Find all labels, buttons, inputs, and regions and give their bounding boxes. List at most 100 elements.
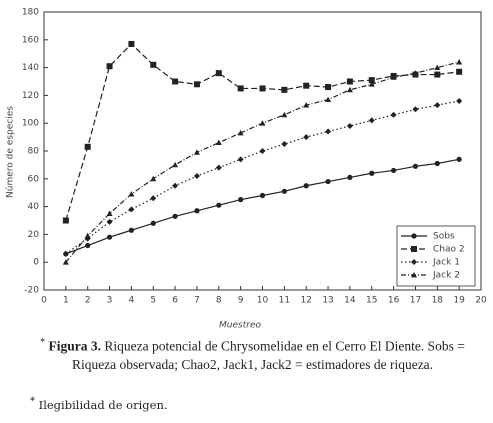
data-point	[128, 227, 134, 233]
data-point	[62, 259, 69, 265]
data-point	[434, 102, 441, 109]
y-tick-label: 140	[22, 63, 39, 73]
data-point	[259, 148, 266, 154]
legend-label: Jack 2	[432, 271, 460, 281]
data-point	[172, 182, 179, 189]
legend-label: Sobs	[433, 232, 455, 242]
data-point	[368, 81, 375, 87]
x-tick-label: 1	[63, 296, 69, 306]
x-tick-label: 10	[257, 296, 269, 306]
x-tick-label: 7	[194, 296, 200, 306]
footnote-text: Ilegibilidad de origen.	[38, 397, 168, 412]
data-point	[281, 111, 288, 118]
x-tick-label: 8	[216, 296, 222, 306]
x-tick-label: 17	[410, 296, 421, 306]
caption: * Figura 3. Riqueza potencial de Chrysom…	[30, 334, 475, 374]
data-point	[106, 210, 113, 216]
data-point	[106, 234, 113, 240]
legend-marker	[411, 272, 417, 278]
data-point	[325, 128, 332, 135]
data-point	[172, 161, 179, 168]
data-point	[346, 122, 353, 129]
data-point	[194, 208, 200, 214]
data-point	[216, 202, 222, 208]
data-point	[434, 160, 440, 167]
data-point	[412, 163, 419, 169]
data-point	[106, 63, 113, 70]
data-point	[193, 81, 200, 88]
data-point	[347, 174, 353, 181]
x-tick-label: 20	[475, 296, 487, 306]
data-point	[84, 143, 91, 150]
data-point	[215, 139, 222, 146]
data-point	[150, 61, 157, 68]
data-point	[128, 40, 135, 47]
x-tick-label: 12	[300, 296, 311, 306]
y-tick-label: 120	[22, 91, 39, 101]
data-point	[215, 164, 222, 171]
data-point	[62, 217, 69, 224]
data-point	[237, 156, 244, 163]
y-tick-label: 40	[28, 202, 40, 212]
data-point	[259, 85, 266, 92]
footnote-marker: *	[30, 396, 35, 407]
y-tick-label: 60	[28, 174, 40, 184]
data-point	[325, 96, 332, 102]
data-point	[346, 78, 353, 85]
data-point	[325, 178, 331, 185]
legend-marker	[411, 259, 417, 265]
data-point	[128, 191, 135, 197]
x-axis-title: Muestreo	[219, 321, 261, 331]
data-point	[303, 102, 310, 108]
data-point	[85, 242, 91, 249]
footnote: * Ilegibilidad de origen.	[30, 396, 168, 412]
x-tick-label: 16	[388, 296, 400, 306]
data-point	[150, 220, 156, 226]
y-tick-label: 20	[28, 230, 40, 240]
data-point	[390, 74, 397, 80]
data-point	[62, 250, 69, 257]
x-tick-label: 0	[41, 296, 47, 306]
legend-label: Jack 1	[432, 258, 460, 268]
data-point	[237, 129, 244, 136]
caption-marker: *	[40, 337, 46, 348]
data-point	[281, 141, 288, 148]
data-point	[456, 59, 463, 65]
x-tick-label: 6	[172, 296, 178, 306]
y-tick-label: 80	[28, 147, 40, 157]
data-point	[238, 197, 244, 203]
data-point	[281, 86, 288, 93]
x-tick-label: 13	[322, 296, 333, 306]
data-point	[368, 77, 375, 84]
x-tick-label: 4	[129, 296, 135, 306]
data-point	[172, 78, 179, 85]
data-point	[456, 68, 463, 75]
data-point	[193, 173, 200, 180]
y-tick-label: -20	[24, 286, 39, 296]
data-point	[281, 188, 287, 194]
data-point	[128, 206, 135, 213]
data-point	[456, 156, 462, 162]
data-point	[259, 120, 266, 126]
chart: Muestreo Número de especies -20020406080…	[6, 8, 487, 331]
y-tick-label: 160	[22, 35, 39, 45]
y-tick-label: 180	[22, 8, 39, 18]
data-point	[434, 71, 441, 78]
data-point	[259, 192, 266, 199]
data-point	[368, 117, 375, 124]
data-point	[303, 134, 310, 141]
x-tick-label: 5	[150, 296, 156, 306]
x-tick-label: 14	[344, 296, 356, 306]
y-tick-label: 0	[33, 258, 39, 268]
data-point	[237, 85, 244, 92]
data-point	[325, 84, 332, 91]
data-point	[434, 64, 441, 70]
caption-label: Figura 3.	[48, 338, 102, 354]
legend-label: Chao 2	[433, 245, 465, 255]
data-point	[412, 106, 419, 113]
data-point	[303, 82, 310, 89]
x-tick-label: 9	[238, 296, 244, 306]
data-point	[84, 232, 91, 239]
x-tick-label: 15	[366, 296, 377, 306]
